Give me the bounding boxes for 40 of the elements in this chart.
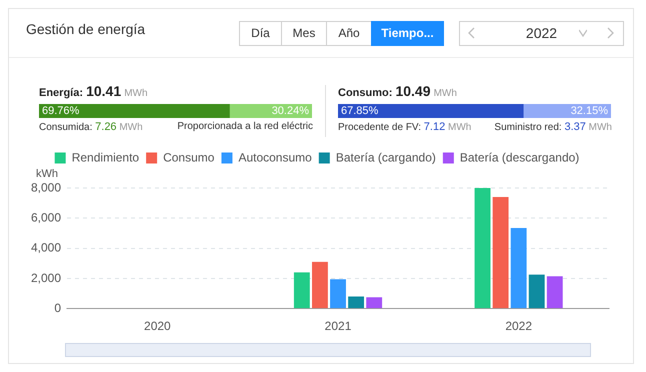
text: 2022 (524, 25, 558, 41)
bar (294, 272, 310, 308)
text: Mes (281, 21, 327, 46)
bar (546, 276, 563, 308)
bar (348, 296, 364, 308)
x-tick-label: 2021 (324, 319, 352, 334)
bar (528, 274, 545, 308)
text: Gestión de energía (26, 21, 146, 37)
data-label: 32.15% (570, 105, 608, 118)
text: Día (239, 21, 282, 46)
text: Año (326, 21, 372, 46)
data-label: 67.85% (341, 105, 379, 118)
y-tick-label: 6,000 (31, 210, 62, 224)
text: Tiempo... (371, 21, 444, 46)
bar (366, 297, 382, 308)
legend-label: Rendimiento (72, 150, 140, 164)
x-tick-label: 2022 (505, 319, 532, 334)
chart-title: Consumo: 10.49 MWh (338, 83, 457, 99)
y-tick-label: 8,000 (31, 180, 62, 194)
legend-label: Consumo (163, 150, 215, 164)
legend-label: Autoconsumo (238, 150, 312, 164)
text: Procedente de FV: 7.12 MWh (338, 121, 472, 133)
y-tick-label: 4,000 (31, 240, 62, 255)
text: Proporcionada a la red eléctric (177, 121, 313, 132)
bar (510, 228, 527, 308)
data-label: 69.76% (42, 105, 80, 118)
legend-label: Batería (cargando) (336, 150, 436, 164)
bar (312, 262, 328, 308)
chart-title: Energía: 10.41 MWh (39, 83, 148, 99)
y-axis-title: kWh (36, 168, 58, 180)
text: Consumida: 7.26 MWh (39, 121, 143, 133)
bar (492, 197, 509, 308)
legend-label: Batería (descargando) (460, 150, 580, 164)
y-tick-label: 0 (54, 300, 62, 315)
x-tick-label: 2020 (144, 319, 172, 334)
bar (474, 188, 490, 308)
y-tick-label: 2,000 (31, 270, 62, 285)
bar (330, 279, 346, 308)
data-label: 30.24% (272, 105, 310, 118)
text: Suministro red: 3.37 MWh (494, 121, 612, 133)
